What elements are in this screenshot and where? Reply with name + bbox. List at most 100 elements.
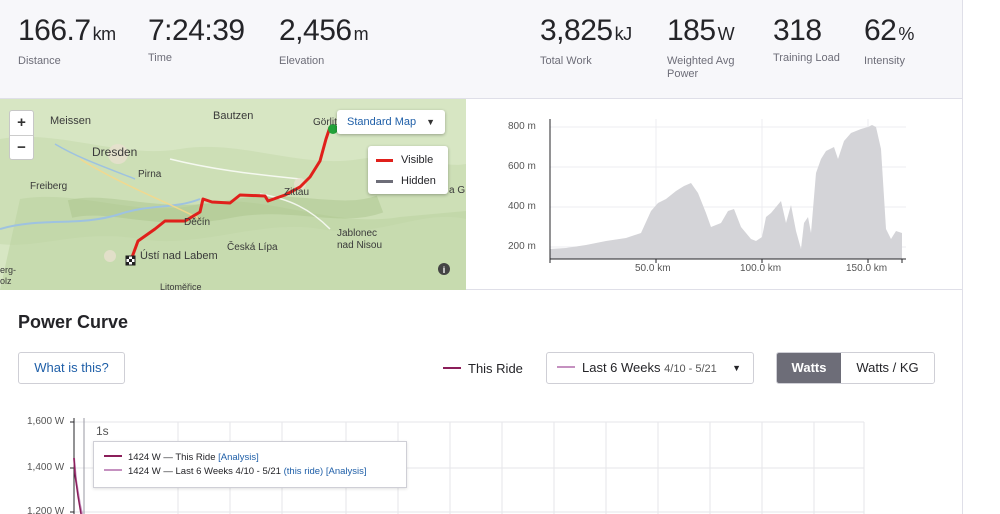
stat-weighted-avg-power: 185 W Weighted Avg Power [667, 14, 747, 81]
tooltip-row-last-6-weeks: 1424 W — Last 6 Weeks 4/10 - 5/21 (this … [104, 465, 367, 478]
power-y-label: 1,200 W [27, 506, 65, 514]
unit-toggle: Watts Watts / KG [776, 352, 935, 384]
route-legend: Visible Hidden [368, 146, 448, 194]
period-range: 4/10 - 5/21 [664, 363, 717, 375]
stat-distance: 166.7 km Distance [18, 14, 116, 68]
legend-label: Visible [401, 154, 434, 166]
tooltip-value: 1424 W — This Ride [128, 452, 216, 463]
stat-label: Total Work [540, 55, 592, 67]
stat-label: Elevation [279, 55, 325, 67]
tooltip-value: 1424 W — Last 6 Weeks 4/10 - 5/21 [128, 466, 281, 477]
what-is-this-button[interactable]: What is this? [18, 352, 125, 384]
svg-text:i: i [443, 265, 446, 275]
stat-unit: m [353, 24, 369, 44]
power-curve-title: Power Curve [18, 312, 129, 332]
watts-per-kg-button[interactable]: Watts / KG [841, 353, 934, 383]
power-y-label: 1,600 W [27, 416, 65, 427]
elevation-x-label: 100.0 km [740, 263, 782, 274]
stat-elevation: 2,456 m Elevation [279, 14, 369, 68]
route-line [129, 126, 332, 261]
map-label-place: Jablonec nad Nisou [337, 228, 383, 251]
elevation-area [550, 125, 902, 259]
stat-value: 318 [773, 14, 822, 47]
stat-value: 3,825 [540, 14, 613, 47]
analysis-link[interactable]: [Analysis] [325, 466, 367, 477]
stat-value: 62 [864, 14, 897, 47]
period-label: Last 6 Weeks [582, 360, 661, 375]
panel-divider [962, 0, 963, 514]
zoom-out-button[interactable]: − [10, 135, 33, 159]
elevation-y-label: 600 m [508, 161, 536, 172]
elevation-chart[interactable]: 800 m 600 m 400 m 200 m 50.0 km 100.0 km… [466, 99, 963, 290]
elevation-y-label: 200 m [508, 241, 536, 252]
analysis-link[interactable]: [Analysis] [218, 452, 259, 463]
comparison-period-dropdown[interactable]: Last 6 Weeks 4/10 - 5/21 ▼ [546, 352, 754, 384]
map-label-place: Dresden [92, 145, 138, 159]
stat-label: Training Load [773, 52, 840, 64]
stat-label: Distance [18, 55, 61, 67]
map-type-label: Standard Map [347, 116, 417, 128]
tooltip-row-this-ride: 1424 W — This Ride [Analysis] [104, 451, 259, 464]
legend-swatch [376, 180, 393, 183]
map-label-place: Pirna [138, 169, 162, 180]
chevron-down-icon: ▼ [732, 363, 741, 373]
stat-label: Time [148, 52, 173, 64]
elevation-y-label: 800 m [508, 121, 536, 132]
stat-unit: kJ [614, 24, 633, 44]
elevation-x-label: 50.0 km [635, 263, 671, 274]
this-ride-curve [73, 457, 82, 514]
map-label-place: Ústí nad Labem [140, 250, 218, 262]
finish-marker [125, 255, 136, 266]
stat-total-work: 3,825 kJ Total Work [540, 14, 632, 68]
stat-unit: km [92, 24, 117, 44]
legend-hidden[interactable]: Hidden [368, 171, 448, 192]
this-ride-link[interactable]: (this ride) [283, 466, 324, 477]
stat-value: 7:24:39 [148, 14, 245, 47]
start-marker [328, 124, 338, 134]
legend-swatch [443, 366, 461, 369]
legend-label: Hidden [401, 175, 436, 187]
map-label-place: Litoměřice [160, 282, 202, 290]
stat-training-load: 318 Training Load [773, 14, 840, 65]
stat-value: 2,456 [279, 14, 352, 47]
stat-label: Intensity [864, 55, 905, 67]
map-label-place: Děčín [184, 217, 211, 228]
map-label-place: Freiberg [30, 181, 68, 192]
activity-stats-bar: 166.7 km Distance 7:24:39 Time 2,456 m Ele… [0, 0, 963, 99]
stat-value: 166.7 [18, 14, 91, 47]
info-icon[interactable] [438, 263, 450, 275]
stat-unit: W [717, 24, 735, 44]
elevation-chart-canvas [549, 119, 906, 263]
map-zoom-controls: + − [9, 110, 34, 160]
map-label-place: Zittau [284, 187, 310, 198]
power-curve-tooltip: 1424 W — This Ride [Analysis] 1424 W — L… [93, 441, 407, 488]
stat-time: 7:24:39 Time [148, 14, 245, 65]
cursor-duration-label: 1s [96, 424, 109, 438]
series-name: This Ride [468, 361, 523, 376]
legend-visible[interactable]: Visible [368, 150, 448, 171]
map-label-place: Meissen [50, 115, 91, 127]
legend-swatch [104, 469, 122, 472]
legend-swatch [376, 159, 393, 162]
this-ride-series-label[interactable]: This Ride [443, 361, 523, 376]
power-curve-chart[interactable]: 1,600 W 1,400 W 1,200 W 1s [0, 400, 960, 514]
elevation-x-label: 150.0 km [846, 263, 888, 274]
map-label-place: Bautzen [213, 110, 254, 122]
map-label-place: erg-olz [0, 265, 17, 286]
watts-button[interactable]: Watts [777, 353, 841, 383]
map-label-place: a G [449, 185, 466, 196]
power-y-label: 1,400 W [27, 462, 65, 473]
zoom-in-button[interactable]: + [17, 114, 26, 131]
chevron-down-icon: ▼ [426, 117, 435, 127]
map-type-dropdown[interactable]: Standard Map ▼ [337, 110, 445, 134]
elevation-y-label: 400 m [508, 201, 536, 212]
map-label-place: Česká Lípa [227, 242, 278, 253]
power-curve-canvas [70, 418, 865, 514]
stat-intensity: 62% Intensity [864, 14, 914, 68]
stat-value: 185 [667, 14, 716, 47]
legend-swatch [557, 365, 575, 368]
map-canvas: i [0, 99, 466, 290]
legend-swatch [104, 455, 122, 458]
stat-label: Weighted Avg Power [667, 55, 735, 80]
stat-unit: % [898, 24, 914, 44]
